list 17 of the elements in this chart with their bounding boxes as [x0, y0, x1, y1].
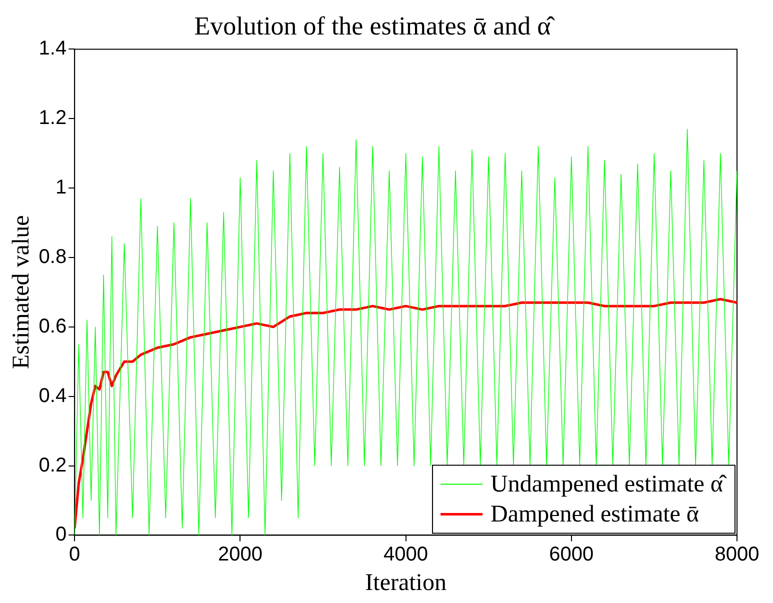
x-axis-title: Iteration: [365, 570, 446, 596]
legend-label: Undampened estimate α̂: [490, 471, 727, 498]
y-tick-label: 1: [55, 176, 67, 199]
y-tick-label: 0.6: [38, 315, 67, 338]
x-tick-label: 6000: [549, 544, 594, 566]
y-tick-label: 0.8: [38, 246, 67, 268]
y-tick-label: 0: [55, 524, 67, 546]
y-tick-label: 1.2: [38, 107, 67, 130]
y-axis-title: Estimated value: [8, 215, 35, 370]
y-tick-label: 0.4: [38, 384, 67, 407]
y-tick-label: 1.4: [38, 38, 67, 60]
y-tick-label: 0.2: [38, 454, 67, 476]
x-tick-label: 8000: [714, 544, 760, 566]
legend-label: Dampened estimate ᾱ: [490, 501, 700, 528]
chart-title: Evolution of the estimates ᾱ and α̂: [194, 11, 556, 40]
x-tick-label: 2000: [218, 544, 262, 566]
x-tick-label: 4000: [384, 544, 428, 566]
